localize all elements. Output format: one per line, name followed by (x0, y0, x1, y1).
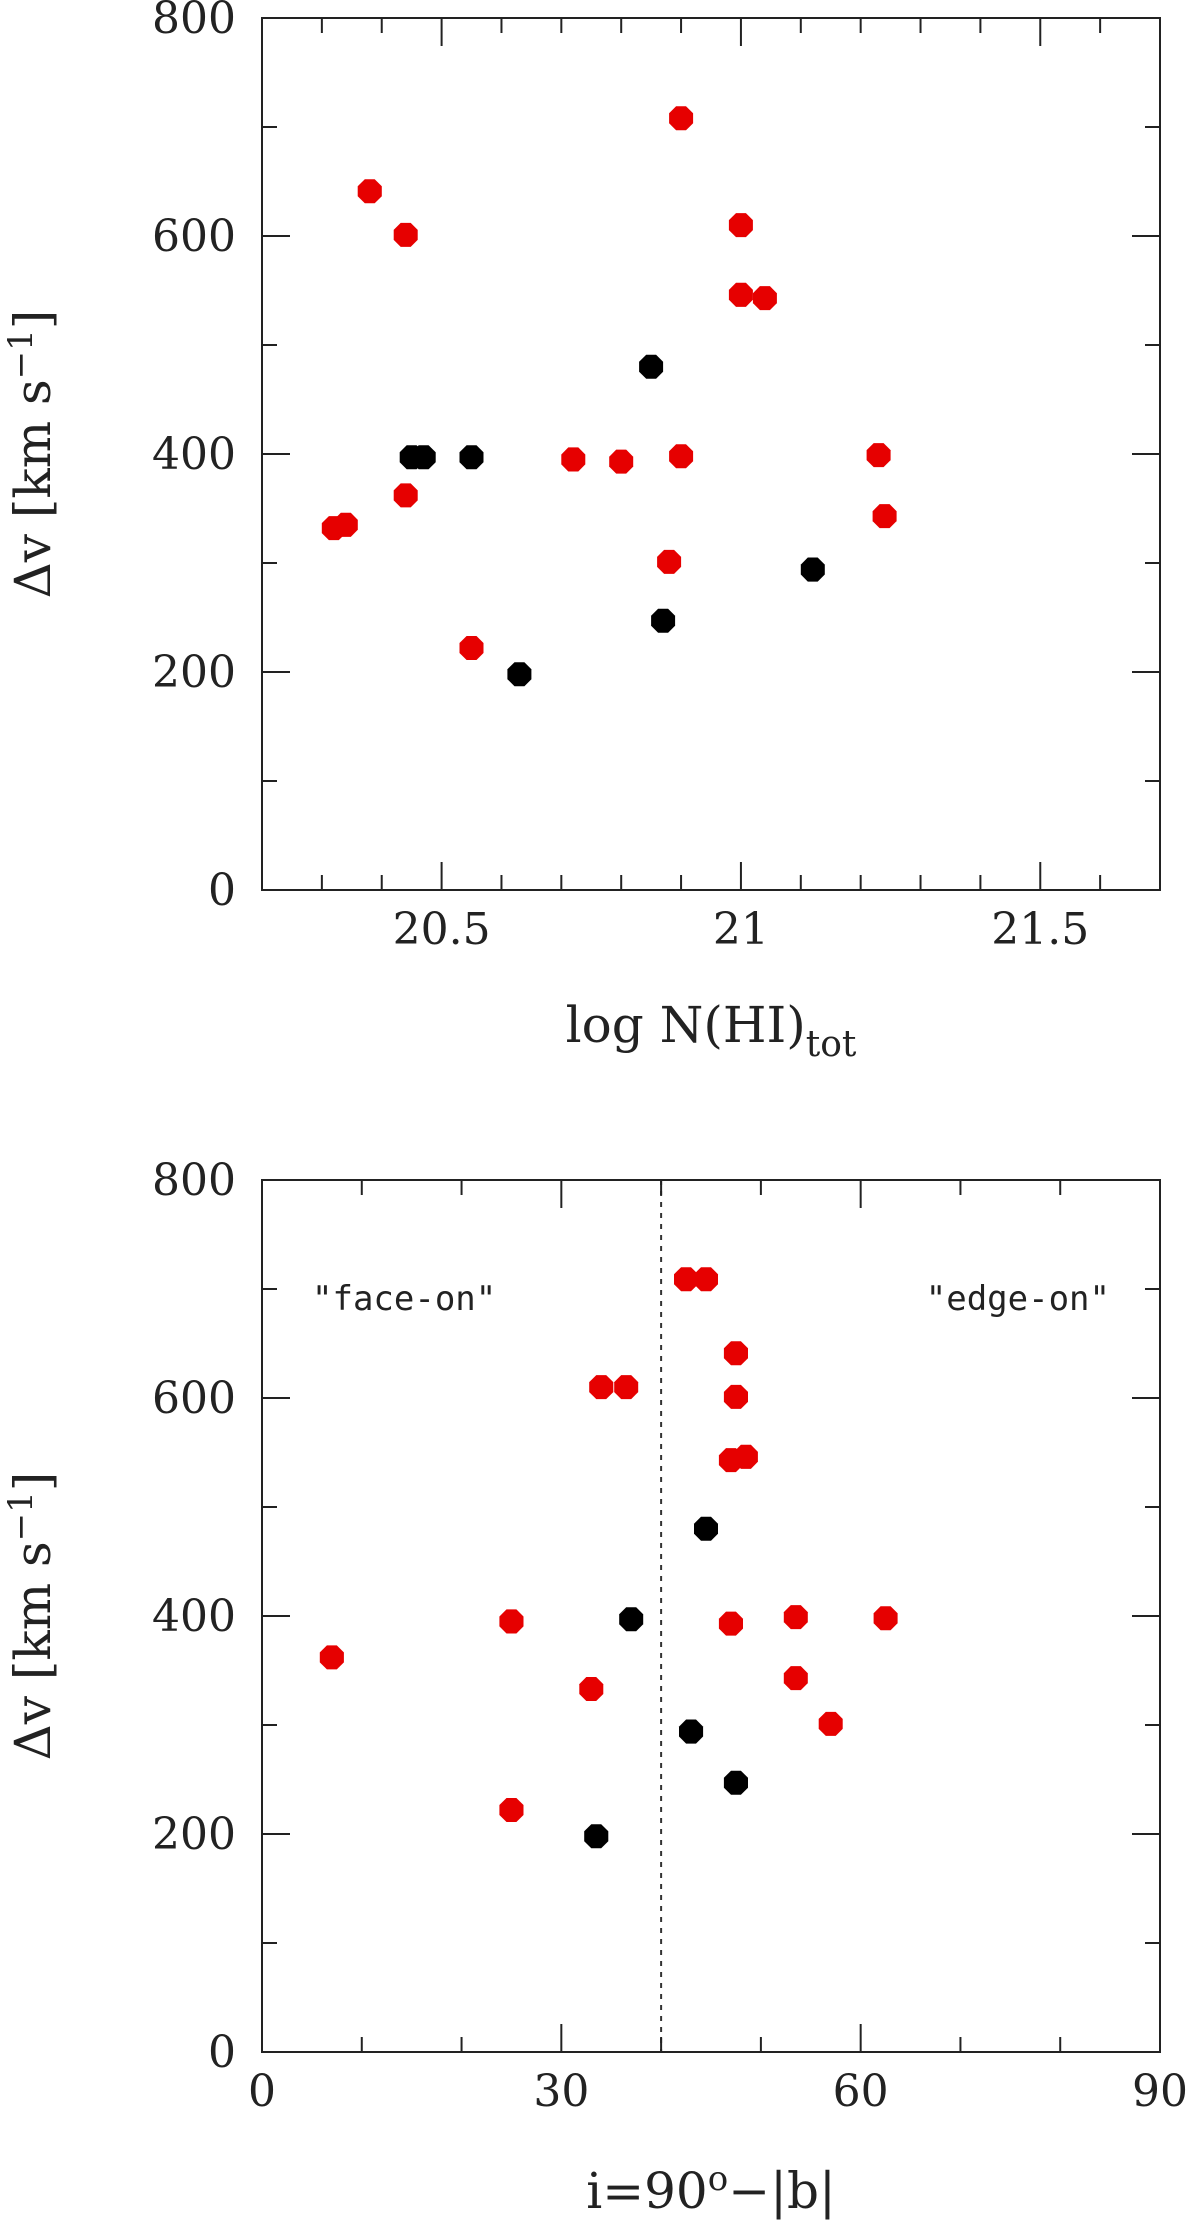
red-data-point (783, 1605, 808, 1630)
red-data-point (674, 1267, 699, 1292)
top-y-axis-label: Δv [km s−1] (1, 310, 62, 599)
red-data-point (393, 222, 418, 247)
black-data-point (507, 662, 532, 687)
red-data-point (357, 179, 382, 204)
top-data-points (321, 106, 897, 687)
red-data-point (319, 1645, 344, 1670)
x-tick-label: 90 (1132, 2066, 1188, 2117)
top-x-axis-label-subscript: tot (806, 1024, 857, 1065)
x-tick-label: 21.5 (991, 904, 1089, 955)
y-tick-label: 600 (152, 1373, 236, 1424)
red-data-point (728, 282, 753, 307)
bottom-x-axis-label-superscript: o (708, 2159, 728, 2199)
x-tick-label: 30 (533, 2066, 589, 2117)
top-y-axis-label-superscript: −1 (1, 329, 41, 379)
black-data-point (459, 445, 484, 470)
black-data-point (800, 557, 825, 582)
y-tick-label: 800 (152, 0, 236, 44)
x-tick-label: 21 (713, 904, 769, 955)
red-data-point (733, 1444, 758, 1469)
red-data-point (561, 447, 586, 472)
bottom-y-axis-label-superscript: −1 (1, 1491, 41, 1541)
black-data-point (723, 1770, 748, 1795)
red-data-point (499, 1609, 524, 1634)
top-tick-labels: 20.5 21 21.5 0 200 400 600 800 (152, 0, 1089, 955)
y-tick-label: 200 (152, 647, 236, 698)
bottom-y-axis-label-main: Δv [km s (4, 1541, 62, 1760)
bottom-x-axis-label: i=90o−|b| (586, 2159, 836, 2220)
red-data-point (657, 549, 682, 574)
red-data-point (579, 1677, 604, 1701)
top-y-axis-label-main: Δv [km s (4, 379, 62, 598)
top-y-axis-label-bracket: ] (4, 310, 62, 330)
red-data-point (783, 1666, 808, 1691)
y-tick-label: 0 (208, 865, 236, 916)
red-data-point (393, 483, 418, 508)
top-x-axis-label-main: log N(HI) (566, 996, 806, 1054)
y-tick-label: 400 (152, 1591, 236, 1642)
edge-on-annotation: "edge-on" (926, 1279, 1110, 1319)
red-data-point (589, 1375, 614, 1400)
x-tick-label: 60 (833, 2066, 889, 2117)
red-data-point (614, 1375, 639, 1400)
red-data-point (333, 512, 358, 537)
black-data-point (411, 445, 436, 470)
bottom-axis-ticks (262, 1180, 1160, 2052)
y-tick-label: 600 (152, 211, 236, 262)
red-data-point (728, 213, 753, 238)
face-on-annotation: "face-on" (312, 1279, 496, 1319)
top-plot-frame (261, 17, 1161, 891)
red-data-point (669, 444, 694, 469)
red-data-point (459, 636, 484, 660)
red-data-point (866, 443, 891, 468)
red-data-point (499, 1798, 524, 1822)
black-data-point (619, 1607, 644, 1632)
bottom-y-axis-label: Δv [km s−1] (1, 1472, 62, 1761)
bottom-data-points (319, 1267, 898, 1849)
red-data-point (818, 1711, 843, 1736)
red-data-point (669, 106, 694, 131)
red-data-point (718, 1611, 743, 1636)
y-tick-label: 400 (152, 429, 236, 480)
bottom-y-axis-label-bracket: ] (4, 1472, 62, 1492)
y-tick-label: 0 (208, 2027, 236, 2078)
black-data-point (694, 1516, 718, 1541)
red-data-point (694, 1267, 718, 1292)
bottom-x-axis-label-tail: −|b| (728, 2162, 836, 2220)
y-tick-label: 200 (152, 1809, 236, 1860)
red-data-point (873, 1606, 898, 1631)
bottom-scatter-panel: 0 30 60 90 0 200 400 600 800 "face-on" "edge-on"… (1, 1155, 1188, 2220)
top-x-axis-label: log N(HI)tot (566, 996, 857, 1065)
red-data-point (872, 504, 897, 529)
y-tick-label: 800 (152, 1155, 236, 1206)
top-axis-ticks (262, 18, 1160, 890)
black-data-point (639, 354, 664, 379)
x-tick-label: 0 (248, 2066, 276, 2117)
red-data-point (723, 1341, 748, 1366)
red-data-point (723, 1384, 748, 1409)
top-scatter-panel: 20.5 21 21.5 0 200 400 600 800 log N(HI)tot Δv … (1, 0, 1161, 1065)
red-data-point (752, 286, 777, 311)
black-data-point (651, 608, 676, 633)
x-tick-label: 20.5 (393, 904, 491, 955)
bottom-x-axis-label-main: i=90 (586, 2162, 708, 2220)
bottom-tick-labels: 0 30 60 90 0 200 400 600 800 (152, 1155, 1188, 2117)
red-data-point (609, 449, 634, 474)
black-data-point (679, 1719, 704, 1744)
black-data-point (584, 1824, 609, 1849)
